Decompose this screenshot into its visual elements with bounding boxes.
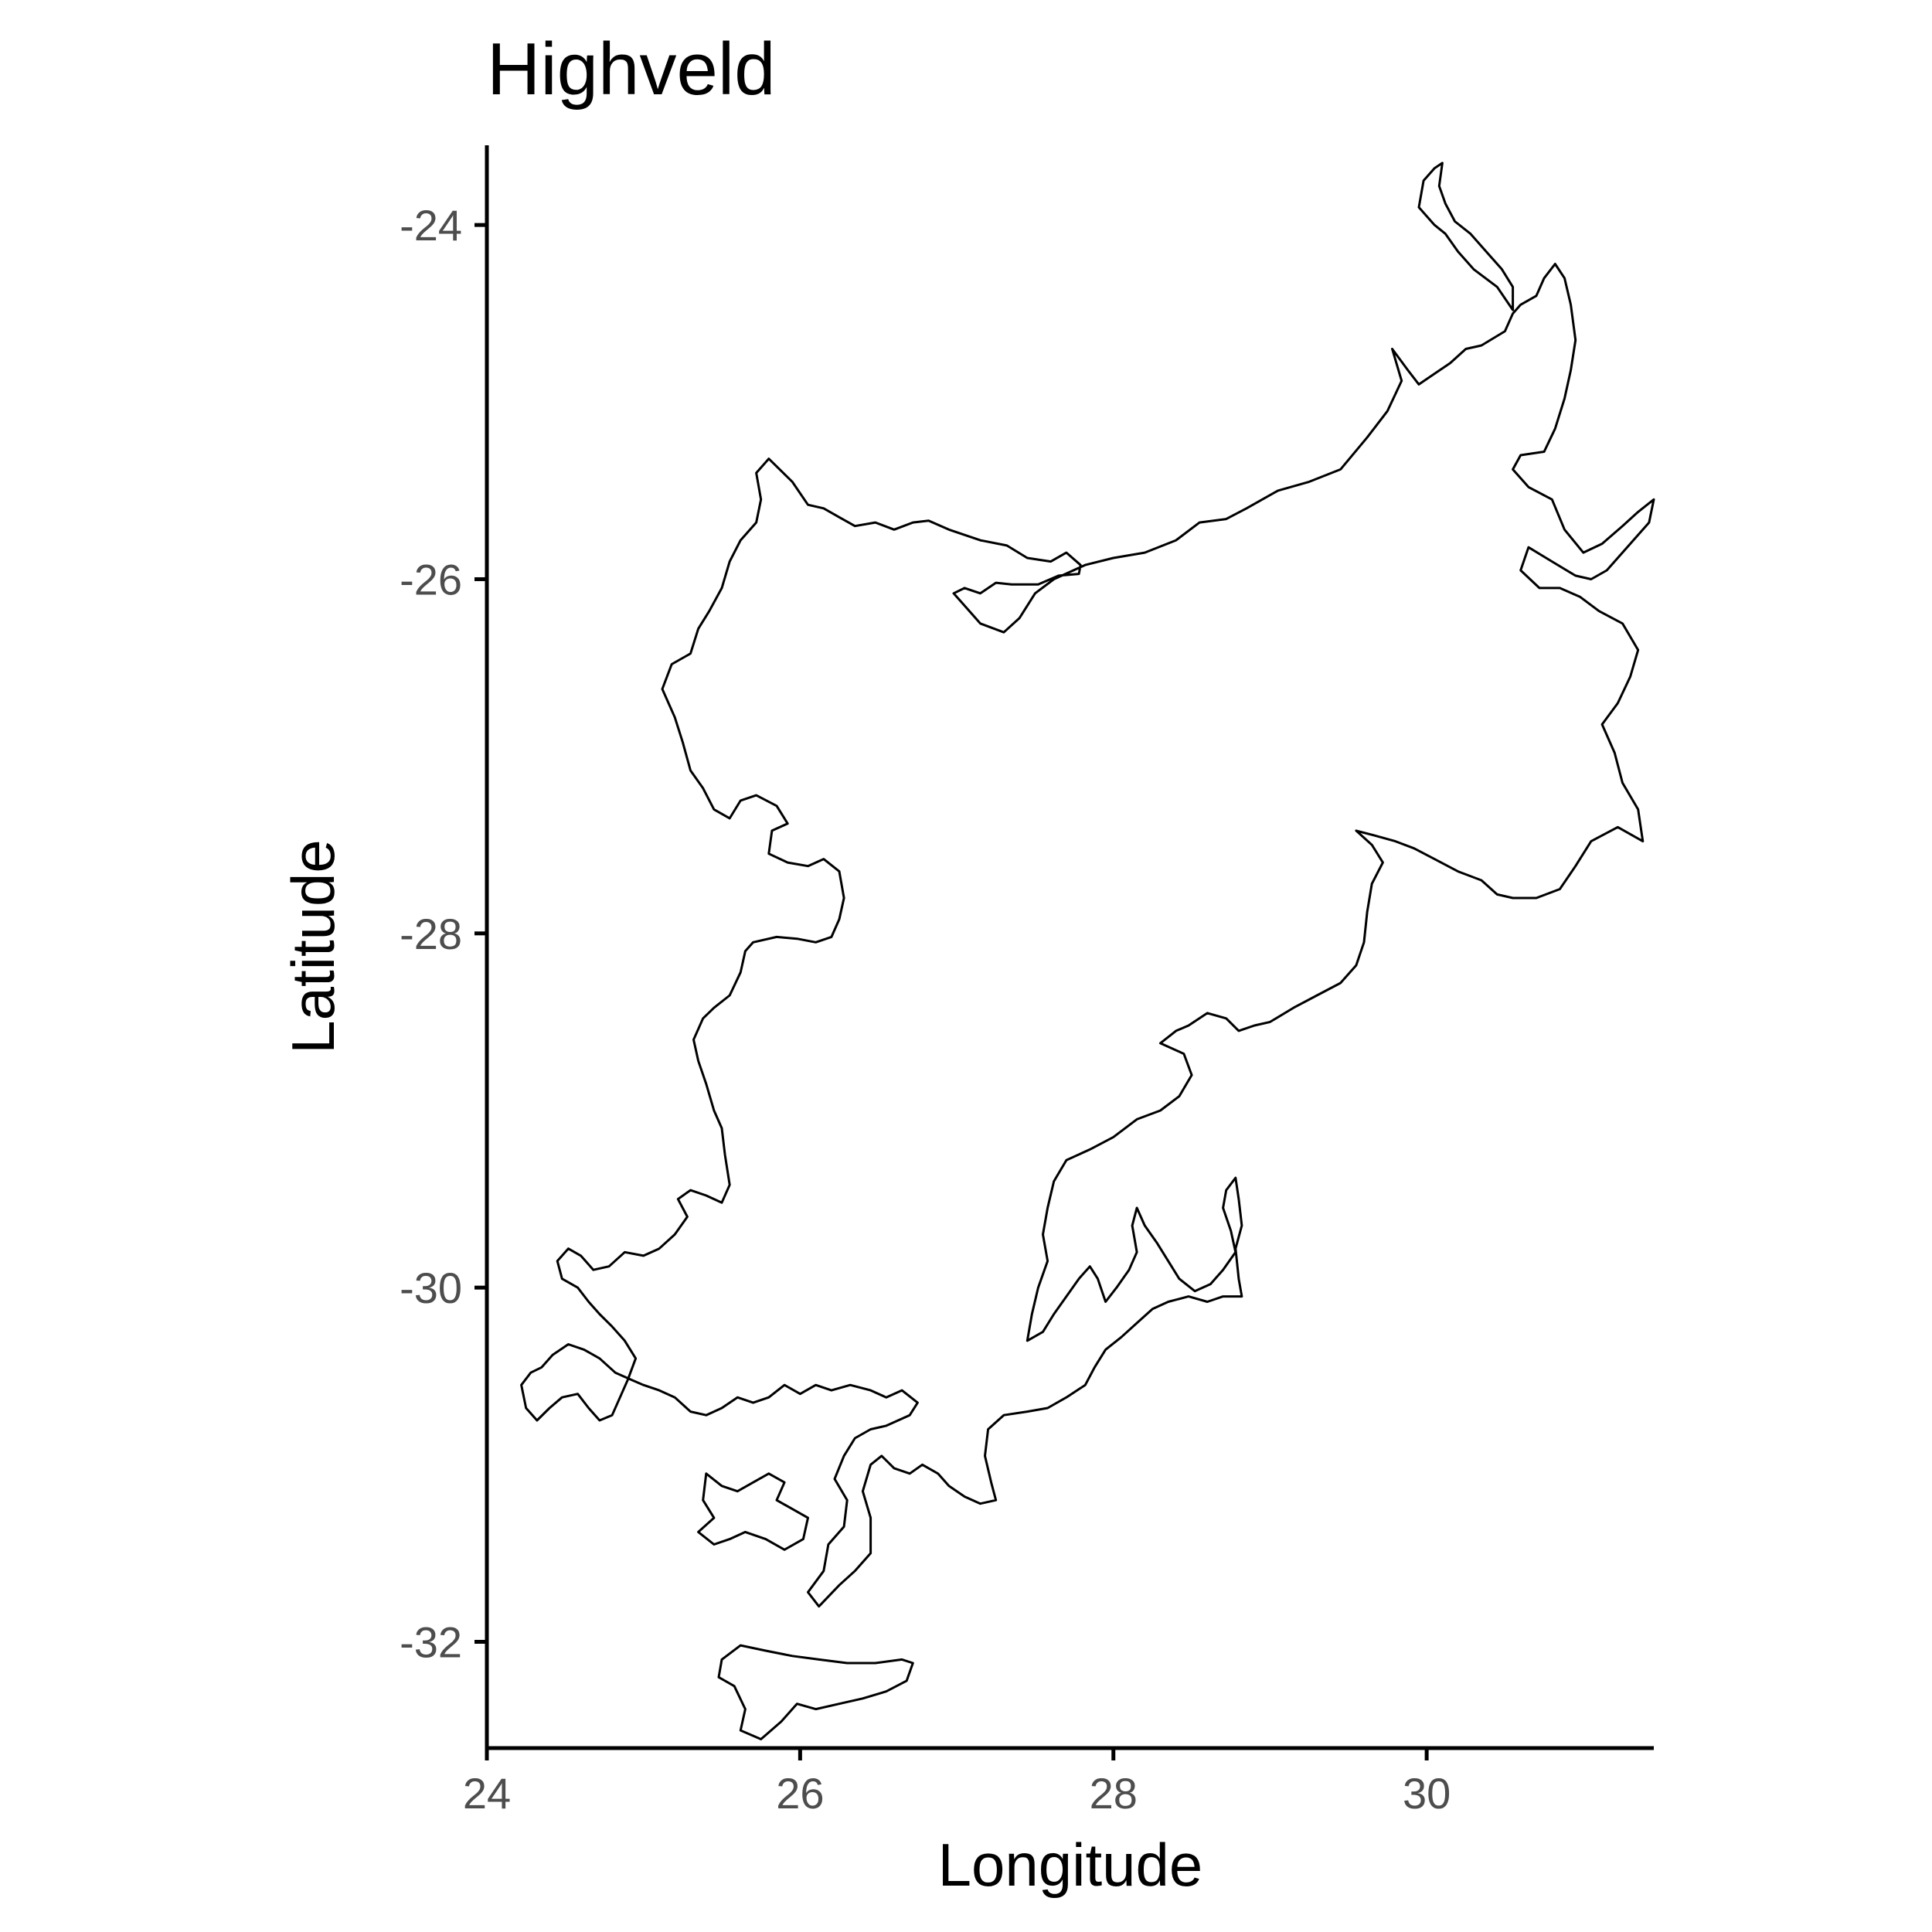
x-axis-title: Longitude bbox=[938, 1831, 1203, 1899]
y-axis-ticks: -24 -26 -28 -30 -32 bbox=[400, 201, 487, 1666]
region-outline-northeast-lobe bbox=[1417, 162, 1515, 311]
x-tick-label: 28 bbox=[1090, 1769, 1138, 1818]
plot-area bbox=[520, 162, 1655, 1740]
x-tick-label: 24 bbox=[463, 1769, 511, 1818]
x-tick-label: 26 bbox=[776, 1769, 824, 1818]
y-tick-label: -30 bbox=[400, 1264, 462, 1312]
region-outline-mainland bbox=[520, 263, 1655, 1608]
region-outline-southern-island bbox=[717, 1644, 914, 1740]
y-tick-label: -26 bbox=[400, 555, 462, 604]
x-axis-ticks: 24 26 28 30 bbox=[463, 1748, 1451, 1818]
region-outline-southwest-lobe bbox=[697, 1472, 809, 1551]
y-axis-title: Latitude bbox=[279, 839, 347, 1054]
highveld-outline bbox=[520, 162, 1655, 1740]
y-tick-label: -24 bbox=[400, 201, 462, 250]
y-tick-label: -28 bbox=[400, 910, 462, 958]
map-title: Highveld bbox=[487, 28, 776, 111]
x-tick-label: 30 bbox=[1403, 1769, 1451, 1818]
y-tick-label: -32 bbox=[400, 1617, 462, 1666]
